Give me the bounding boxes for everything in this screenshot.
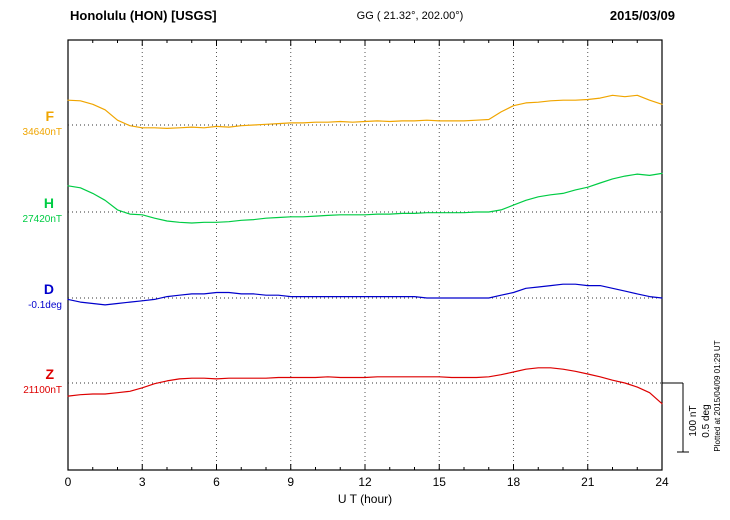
- gg-coordinates: GG ( 21.32°, 202.00°): [356, 10, 464, 22]
- series-baseline-H: 27420nT: [22, 214, 62, 225]
- series-label-D: D: [43, 281, 54, 297]
- plotted-at-label: Plotted at 2015/04/09 01:29 UT: [713, 340, 722, 452]
- date-label: 2015/03/09: [609, 8, 675, 23]
- scale-bar-labels: 100 nT 0.5 deg: [687, 381, 713, 461]
- series-label-Z: Z: [45, 366, 54, 382]
- x-tick-label: 15: [433, 475, 447, 489]
- scale-deg-label: 0.5 deg: [701, 404, 712, 438]
- x-tick-label: 0: [65, 475, 72, 489]
- series-baseline-Z: 21100nT: [23, 385, 62, 396]
- trace-F: [67, 94, 663, 129]
- trace-Z: [67, 367, 663, 405]
- series-baseline-D: -0.1deg: [28, 300, 62, 311]
- x-tick-label: 3: [139, 475, 146, 489]
- x-tick-label: 21: [581, 475, 595, 489]
- trace-H: [67, 172, 663, 224]
- x-tick-label: 6: [213, 475, 220, 489]
- x-tick-label: 9: [287, 475, 294, 489]
- x-tick-label: 24: [655, 475, 669, 489]
- station-title: Honolulu (HON) [USGS]: [70, 8, 217, 23]
- x-tick-label: 12: [358, 475, 372, 489]
- series-label-F: F: [45, 108, 54, 124]
- series-baseline-F: 34640nT: [22, 127, 62, 138]
- scale-nt-label: 100 nT: [688, 405, 699, 437]
- series-label-H: H: [43, 195, 54, 211]
- x-tick-label: 18: [507, 475, 521, 489]
- x-axis-label: U T (hour): [337, 492, 393, 506]
- trace-D: [67, 283, 663, 306]
